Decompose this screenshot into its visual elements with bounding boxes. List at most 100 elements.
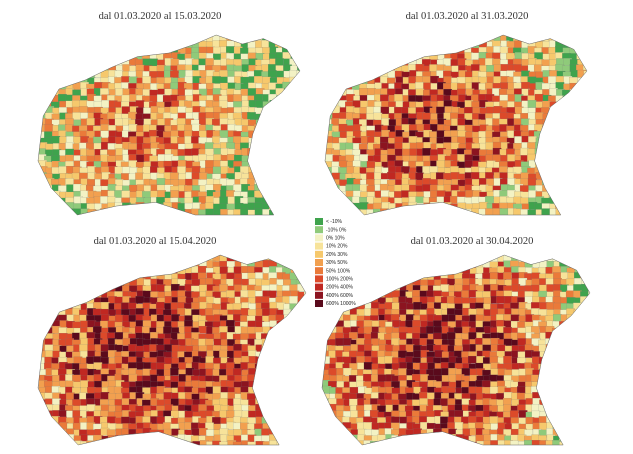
municipality — [58, 272, 67, 280]
municipality — [374, 58, 384, 66]
municipality — [569, 118, 578, 127]
municipality — [562, 209, 571, 215]
municipality — [583, 149, 587, 157]
municipality — [542, 178, 551, 186]
municipality — [409, 40, 418, 49]
municipality — [583, 179, 587, 188]
municipality — [128, 124, 138, 132]
municipality — [408, 136, 418, 144]
municipality — [101, 58, 110, 66]
choropleth-map — [38, 255, 306, 445]
municipality — [290, 35, 300, 43]
municipality — [553, 393, 563, 401]
municipality — [268, 137, 278, 146]
municipality — [555, 155, 565, 164]
municipality — [419, 434, 428, 442]
municipality — [275, 338, 285, 347]
panel-title: dal 01.03.2020 al 15.03.2020 — [99, 11, 222, 22]
municipality — [101, 52, 111, 60]
municipality — [149, 429, 159, 438]
municipality — [566, 399, 575, 408]
municipality — [65, 267, 75, 276]
municipality — [289, 422, 299, 430]
municipality — [51, 272, 61, 280]
municipality — [219, 441, 228, 445]
municipality — [548, 119, 558, 127]
municipality — [303, 320, 306, 328]
municipality — [274, 429, 284, 438]
municipality — [79, 255, 89, 263]
municipality — [276, 173, 286, 181]
municipality — [583, 190, 587, 198]
municipality — [38, 260, 48, 268]
municipality — [569, 40, 579, 49]
municipality — [297, 314, 306, 323]
municipality — [59, 285, 69, 294]
municipality — [177, 255, 187, 263]
municipality — [296, 428, 305, 437]
municipality — [392, 441, 401, 445]
municipality — [283, 88, 293, 97]
municipality — [71, 70, 81, 79]
legend-swatch — [315, 300, 323, 307]
municipality — [563, 35, 573, 43]
municipality — [59, 266, 69, 275]
municipality — [178, 40, 188, 49]
municipality — [248, 155, 258, 164]
municipality — [80, 64, 89, 73]
municipality — [178, 261, 188, 269]
municipality — [261, 143, 271, 152]
municipality — [289, 184, 298, 193]
municipality — [322, 320, 331, 329]
municipality — [79, 285, 88, 294]
municipality — [322, 409, 332, 418]
municipality — [219, 130, 229, 138]
municipality — [587, 368, 590, 377]
municipality — [86, 260, 96, 269]
municipality — [563, 203, 572, 211]
municipality — [80, 273, 89, 282]
municipality — [433, 368, 443, 377]
municipality — [573, 344, 583, 352]
municipality — [581, 267, 590, 276]
municipality — [381, 118, 390, 126]
municipality — [560, 416, 569, 424]
municipality — [276, 422, 285, 430]
municipality — [170, 190, 180, 198]
municipality — [269, 190, 279, 198]
municipality — [290, 429, 299, 438]
municipality — [296, 410, 305, 419]
municipality — [388, 52, 397, 60]
municipality — [149, 35, 158, 43]
municipality — [580, 309, 590, 318]
municipality — [454, 338, 464, 347]
municipality — [588, 272, 590, 281]
municipality — [545, 393, 555, 401]
municipality — [363, 320, 373, 328]
municipality — [255, 375, 265, 384]
municipality — [581, 386, 590, 395]
municipality — [331, 35, 341, 42]
municipality — [329, 427, 339, 436]
municipality — [303, 297, 306, 305]
municipality — [387, 47, 396, 55]
municipality — [587, 321, 590, 329]
municipality — [58, 40, 68, 49]
municipality — [297, 208, 300, 215]
municipality — [268, 155, 277, 164]
municipality — [283, 332, 293, 341]
municipality — [86, 149, 95, 157]
municipality — [364, 255, 374, 263]
municipality — [395, 35, 404, 44]
municipality — [359, 53, 369, 61]
municipality — [304, 429, 306, 437]
municipality — [573, 381, 583, 389]
municipality — [573, 417, 582, 426]
municipality — [38, 46, 48, 55]
municipality — [569, 89, 579, 97]
legend-label: 600% 1000% — [326, 301, 356, 307]
municipality — [136, 260, 145, 269]
municipality — [570, 197, 580, 205]
municipality — [296, 435, 306, 443]
municipality — [72, 112, 82, 121]
